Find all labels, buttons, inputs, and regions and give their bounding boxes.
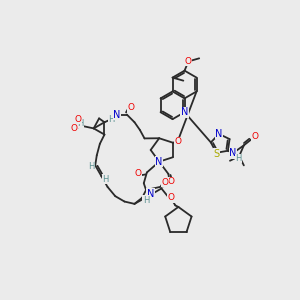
Text: O: O xyxy=(127,103,134,112)
Text: O: O xyxy=(185,57,192,66)
Text: H: H xyxy=(77,118,84,127)
Text: N: N xyxy=(230,148,237,158)
Text: N: N xyxy=(215,129,223,139)
Text: H: H xyxy=(235,154,242,163)
Text: N: N xyxy=(147,189,154,199)
Text: N: N xyxy=(181,107,188,117)
Text: H: H xyxy=(102,175,108,184)
Text: N: N xyxy=(155,157,163,167)
Text: O: O xyxy=(135,169,142,178)
Text: S: S xyxy=(213,148,219,159)
Text: N: N xyxy=(113,110,121,119)
Text: O: O xyxy=(174,137,181,146)
Text: O: O xyxy=(162,178,169,187)
Text: O: O xyxy=(251,132,258,141)
Text: O: O xyxy=(167,193,174,202)
Text: H: H xyxy=(143,196,149,205)
Text: H: H xyxy=(88,162,94,171)
Text: H: H xyxy=(108,115,115,124)
Text: O: O xyxy=(75,115,82,124)
Text: O: O xyxy=(167,177,174,186)
Text: O: O xyxy=(70,124,77,133)
